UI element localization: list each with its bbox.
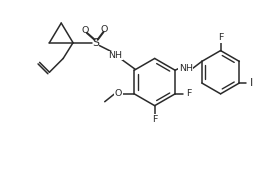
Text: O: O — [101, 26, 108, 34]
Text: S: S — [92, 38, 99, 48]
Text: O: O — [81, 26, 89, 35]
Text: O: O — [115, 89, 122, 98]
Text: I: I — [249, 78, 253, 88]
Text: F: F — [152, 115, 157, 124]
Text: F: F — [218, 33, 223, 42]
Text: NH: NH — [179, 64, 193, 73]
Text: F: F — [186, 89, 192, 98]
Text: NH: NH — [108, 51, 122, 60]
